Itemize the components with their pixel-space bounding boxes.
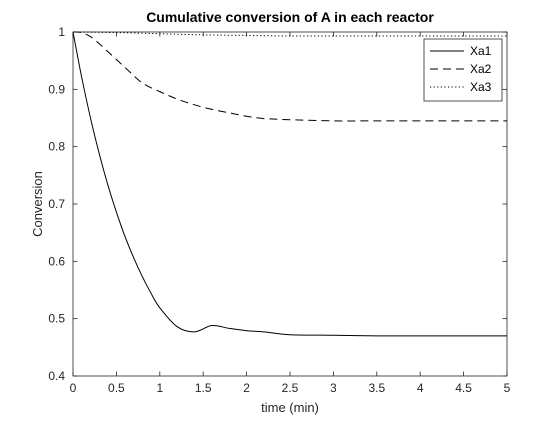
x-tick-label: 4 <box>417 381 424 395</box>
legend-label-xa2: Xa2 <box>470 62 492 76</box>
x-tick-label: 4.5 <box>455 381 472 395</box>
x-tick-label: 2 <box>243 381 250 395</box>
y-tick-label: 0.7 <box>48 197 65 211</box>
x-tick-label: 0 <box>70 381 77 395</box>
x-tick-label: 1.5 <box>195 381 212 395</box>
series-line-xa1 <box>72 31 507 337</box>
series-line-xa2 <box>72 31 507 122</box>
y-tick-label: 1 <box>58 25 65 39</box>
y-tick-label: 0.9 <box>48 82 65 96</box>
x-axis-ticks: 0 0.5 1 1.5 2 2.5 3 3.5 4 4.5 5 <box>70 32 511 395</box>
y-tick-label: 0.8 <box>48 140 65 154</box>
y-axis-label: Conversion <box>30 171 45 237</box>
x-tick-label: 5 <box>504 381 511 395</box>
x-tick-label: 3 <box>330 381 337 395</box>
y-tick-label: 0.4 <box>48 369 65 383</box>
x-axis-label: time (min) <box>261 400 319 415</box>
x-tick-label: 3.5 <box>368 381 385 395</box>
legend: Xa1 Xa2 Xa3 <box>423 38 503 102</box>
x-tick-label: 1 <box>156 381 163 395</box>
legend-box <box>423 38 503 102</box>
y-tick-label: 0.5 <box>48 312 65 326</box>
legend-label-xa3: Xa3 <box>470 80 492 94</box>
legend-label-xa1: Xa1 <box>470 44 492 58</box>
y-tick-label: 0.6 <box>48 254 65 268</box>
series-line-xa3 <box>72 31 507 37</box>
y-axis-ticks: 0.4 0.5 0.6 0.7 0.8 0.9 1 <box>48 25 507 383</box>
x-tick-label: 2.5 <box>282 381 299 395</box>
series-layer <box>72 31 507 337</box>
chart-title: Cumulative conversion of A in each react… <box>146 9 434 25</box>
x-tick-label: 0.5 <box>108 381 125 395</box>
